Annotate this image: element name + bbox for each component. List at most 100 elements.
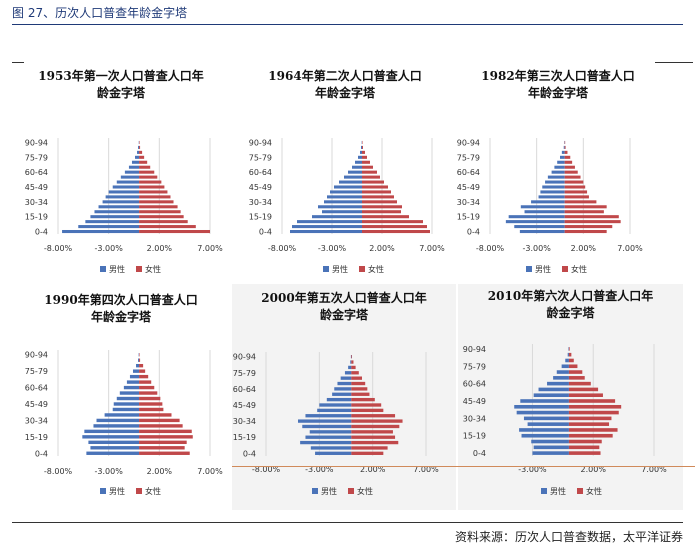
bar-female-80-84 <box>568 358 574 363</box>
bar-male-0-4 <box>532 451 569 455</box>
pyramid-plot: 90-94 75-79 60-64 45-49 30-34 15-19 0-4 -8.00% -… <box>457 138 643 274</box>
bar-male-55-59 <box>119 391 140 395</box>
y-tick-label: 90-94 <box>249 138 272 147</box>
bar-female-45-49 <box>139 402 163 406</box>
bar-male-70-74 <box>131 160 140 164</box>
footer-rule <box>12 522 683 523</box>
bar-female-80-84 <box>139 363 144 368</box>
bar-male-10-14 <box>531 439 569 444</box>
bar-male-40-44 <box>317 408 352 413</box>
bar-female-85-89 <box>139 358 141 362</box>
x-tick-label: -3.00% <box>523 244 552 253</box>
bar-female-80-84 <box>139 150 143 154</box>
bar-male-50-54 <box>116 396 140 401</box>
legend-female-swatch <box>136 488 142 494</box>
bar-female-10-14 <box>139 220 188 224</box>
bar-female-25-29 <box>568 422 610 426</box>
legend-male-swatch <box>312 488 318 494</box>
y-tick-label: 60-64 <box>457 168 480 177</box>
bar-male-15-19 <box>508 215 565 219</box>
y-tick-label: 45-49 <box>233 401 256 410</box>
bar-female-20-24 <box>351 430 393 434</box>
bar-male-65-69 <box>128 165 140 169</box>
bar-male-10-14 <box>300 440 352 445</box>
bar-male-30-34 <box>96 418 140 423</box>
bar-female-85-89 <box>568 352 572 357</box>
legend-male-swatch <box>100 488 106 494</box>
bar-female-90-94 <box>139 140 140 145</box>
y-tick-label: 30-34 <box>249 198 272 207</box>
x-tick-label: 7.00% <box>413 465 439 474</box>
legend-female-label: 女性 <box>145 486 161 496</box>
x-tick-label: 7.00% <box>617 244 643 253</box>
y-tick-label: 90-94 <box>25 138 48 147</box>
bar-female-65-69 <box>568 376 585 380</box>
bar-male-35-39 <box>105 195 140 199</box>
pyramid-1964: 1964年第二次人口普查人口 年龄金字塔 90-94 75-79 60-64 45-4… <box>240 66 450 286</box>
bar-female-55-59 <box>362 175 380 179</box>
x-tick-label: 7.00% <box>197 244 223 253</box>
bar-female-0-4 <box>564 229 607 234</box>
bar-female-30-34 <box>139 418 180 423</box>
y-tick-label: 60-64 <box>25 168 48 177</box>
bar-male-30-34 <box>523 416 569 421</box>
bar-female-0-4 <box>139 229 210 234</box>
bar-male-25-29 <box>98 205 140 209</box>
bar-female-90-94 <box>362 140 363 145</box>
bar-male-50-54 <box>533 393 569 398</box>
bar-male-30-34 <box>298 419 352 423</box>
bar-female-60-64 <box>139 385 155 390</box>
bar-male-5-9 <box>78 225 140 229</box>
bar-female-75-79 <box>139 155 145 159</box>
pyramid-1990: 1990年第四次人口普查人口 年龄金字塔 90-94 75-79 60-64 45-4… <box>14 288 228 510</box>
bar-female-25-29 <box>139 424 183 428</box>
pyramid-2010: 2010年第六次人口普查人口年 龄金字塔 90-94 75-79 60-64 45-4… <box>458 284 683 510</box>
y-tick-label: 75-79 <box>457 153 480 162</box>
legend-female-swatch <box>577 488 583 494</box>
bar-female-60-64 <box>351 387 368 391</box>
bar-female-45-49 <box>362 185 388 189</box>
bar-male-5-9 <box>292 225 362 229</box>
legend-female-swatch <box>136 266 142 272</box>
bar-female-80-84 <box>351 365 356 370</box>
bar-male-90-94 <box>568 347 569 351</box>
bar-female-75-79 <box>564 155 571 159</box>
bar-female-35-39 <box>351 414 396 418</box>
bar-male-60-64 <box>124 170 140 174</box>
y-tick-label: 75-79 <box>463 362 486 371</box>
bar-male-70-74 <box>557 160 565 164</box>
bar-female-5-9 <box>564 225 613 229</box>
bar-male-20-24 <box>84 429 140 434</box>
y-tick-label: 45-49 <box>249 183 272 192</box>
y-tick-label: 15-19 <box>233 433 256 442</box>
header-rule <box>12 24 683 25</box>
y-tick-label: 0-4 <box>243 449 256 458</box>
bar-female-20-24 <box>139 429 192 434</box>
bar-female-15-19 <box>139 435 193 439</box>
bar-male-10-14 <box>505 220 565 224</box>
bar-male-35-39 <box>327 195 362 199</box>
bar-female-50-54 <box>568 393 603 398</box>
legend-female-label: 女性 <box>357 486 373 496</box>
chart-title: 1953年第一次人口普查人口年 龄金字塔 <box>38 69 204 100</box>
bar-male-65-69 <box>554 165 565 169</box>
y-tick-label: 15-19 <box>25 213 48 222</box>
bar-female-90-94 <box>568 347 570 351</box>
bar-female-40-44 <box>362 190 391 194</box>
bar-female-45-49 <box>351 403 382 407</box>
bar-female-40-44 <box>351 408 384 413</box>
bar-female-55-59 <box>139 391 158 395</box>
bar-male-85-89 <box>361 145 362 149</box>
x-tick-label: -8.00% <box>44 467 73 476</box>
bar-female-45-49 <box>564 185 586 189</box>
decorative-line <box>232 466 695 467</box>
bar-female-50-54 <box>564 180 584 184</box>
y-tick-label: 15-19 <box>249 213 272 222</box>
bar-male-5-9 <box>90 446 140 450</box>
bar-male-85-89 <box>138 145 140 149</box>
bar-female-30-34 <box>564 200 597 204</box>
y-tick-label: 30-34 <box>463 414 486 423</box>
bar-male-65-69 <box>126 380 140 384</box>
bar-female-40-44 <box>139 190 168 194</box>
y-tick-label: 45-49 <box>25 183 48 192</box>
